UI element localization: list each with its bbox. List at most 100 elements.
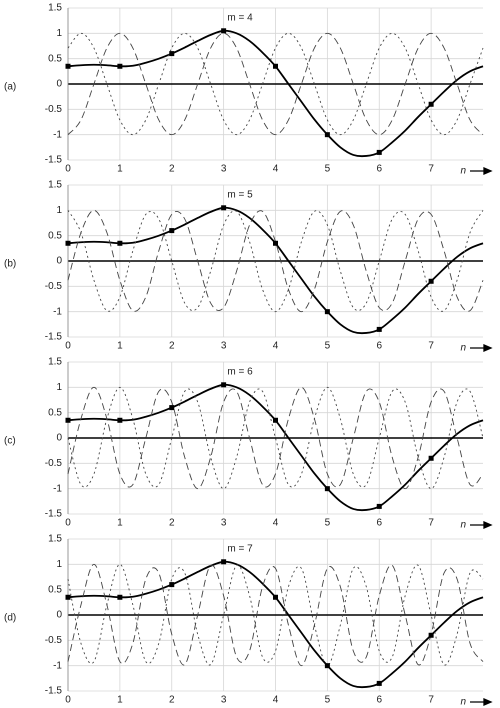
- y-tick-label: 1.5: [48, 534, 62, 545]
- sample-marker: [376, 326, 382, 332]
- x-tick-label: 5: [325, 518, 331, 529]
- sample-marker: [428, 632, 434, 638]
- x-tick-label: 6: [376, 341, 382, 352]
- sample-marker: [376, 149, 382, 155]
- signal-curve: [67, 32, 484, 136]
- x-tick-label: 6: [376, 164, 382, 175]
- y-tick-label: -1.5: [45, 509, 63, 520]
- chart-title: m = 5: [227, 190, 253, 201]
- sample-marker: [428, 278, 434, 284]
- panel-label: (c): [4, 436, 16, 447]
- sample-marker: [117, 63, 123, 69]
- x-tick-label: 0: [65, 164, 71, 175]
- x-tick-label: 2: [169, 164, 175, 175]
- y-tick-label: 1: [56, 28, 62, 39]
- x-tick-label: 6: [376, 695, 382, 706]
- y-tick-label: 1: [56, 382, 62, 393]
- axis-arrow: [470, 167, 493, 175]
- x-axis-label: n: [460, 166, 466, 177]
- y-tick-label: -1: [53, 660, 62, 671]
- x-tick-label: 6: [376, 518, 382, 529]
- sample-marker: [324, 486, 330, 492]
- x-tick-label: 4: [273, 164, 279, 175]
- x-tick-label: 4: [273, 518, 279, 529]
- signal-curve: [67, 386, 484, 490]
- x-tick-label: 4: [273, 695, 279, 706]
- x-tick-label: 5: [325, 695, 331, 706]
- sample-marker: [169, 405, 175, 411]
- y-tick-label: -1: [53, 483, 62, 494]
- x-tick-label: 5: [325, 341, 331, 352]
- x-tick-label: 0: [65, 341, 71, 352]
- x-tick-label: 3: [221, 695, 227, 706]
- sample-marker: [273, 594, 278, 600]
- signal-curve: [67, 210, 484, 313]
- sample-marker: [273, 417, 278, 423]
- y-tick-label: -0.5: [45, 635, 63, 646]
- x-tick-label: 0: [65, 695, 71, 706]
- x-axis-label: n: [460, 343, 466, 354]
- x-tick-label: 7: [428, 164, 434, 175]
- y-tick-label: 0.5: [48, 53, 62, 64]
- sample-marker: [221, 205, 227, 211]
- x-tick-label: 3: [221, 518, 227, 529]
- axis-arrow: [470, 521, 493, 529]
- y-tick-label: 1.5: [48, 357, 62, 368]
- sample-marker: [65, 417, 71, 423]
- x-tick-label: 2: [169, 518, 175, 529]
- x-tick-label: 7: [428, 695, 434, 706]
- sample-marker: [221, 28, 227, 34]
- panel-label: (d): [4, 613, 16, 624]
- y-tick-label: -0.5: [45, 104, 63, 115]
- sample-marker: [324, 663, 330, 669]
- sample-marker: [169, 228, 175, 234]
- y-tick-label: 0: [56, 610, 62, 621]
- x-tick-label: 1: [117, 695, 123, 706]
- y-tick-label: 0.5: [48, 584, 62, 595]
- sample-marker: [324, 132, 330, 138]
- sample-marker: [169, 582, 175, 588]
- sample-marker: [428, 101, 434, 107]
- y-tick-label: -0.5: [45, 281, 63, 292]
- y-tick-label: 1.5: [48, 180, 62, 191]
- sample-marker: [376, 680, 382, 686]
- panel-label: (a): [4, 82, 16, 93]
- x-tick-label: 3: [221, 164, 227, 175]
- y-tick-label: 0: [56, 256, 62, 267]
- y-tick-label: 1: [56, 205, 62, 216]
- sample-marker: [65, 63, 71, 69]
- y-tick-label: -1: [53, 129, 62, 140]
- y-tick-label: 0.5: [48, 407, 62, 418]
- signal-curve: [67, 563, 484, 667]
- y-tick-label: -1: [53, 306, 62, 317]
- y-tick-label: -0.5: [45, 458, 63, 469]
- x-tick-label: 7: [428, 341, 434, 352]
- sample-marker: [169, 51, 175, 57]
- x-tick-label: 4: [273, 341, 279, 352]
- x-tick-label: 1: [117, 164, 123, 175]
- sample-marker: [273, 63, 278, 69]
- sample-marker: [117, 240, 123, 246]
- y-tick-label: 0: [56, 79, 62, 90]
- y-tick-label: -1.5: [45, 686, 63, 697]
- chart-title: m = 4: [227, 13, 253, 24]
- sample-marker: [273, 240, 278, 246]
- sample-marker: [65, 594, 71, 600]
- y-tick-label: 1: [56, 559, 62, 570]
- sample-marker: [65, 240, 71, 246]
- y-tick-label: 1.5: [48, 3, 62, 14]
- signal-curve: [67, 563, 484, 667]
- x-tick-label: 2: [169, 341, 175, 352]
- y-tick-label: 0.5: [48, 230, 62, 241]
- sample-marker: [376, 503, 382, 509]
- signal-curve: [67, 32, 484, 136]
- x-tick-label: 2: [169, 695, 175, 706]
- x-axis-label: n: [460, 520, 466, 531]
- sample-marker: [428, 455, 434, 461]
- panel-label: (b): [4, 259, 16, 270]
- chart-title: m = 7: [227, 544, 253, 555]
- sample-marker: [221, 559, 227, 565]
- y-tick-label: -1.5: [45, 332, 63, 343]
